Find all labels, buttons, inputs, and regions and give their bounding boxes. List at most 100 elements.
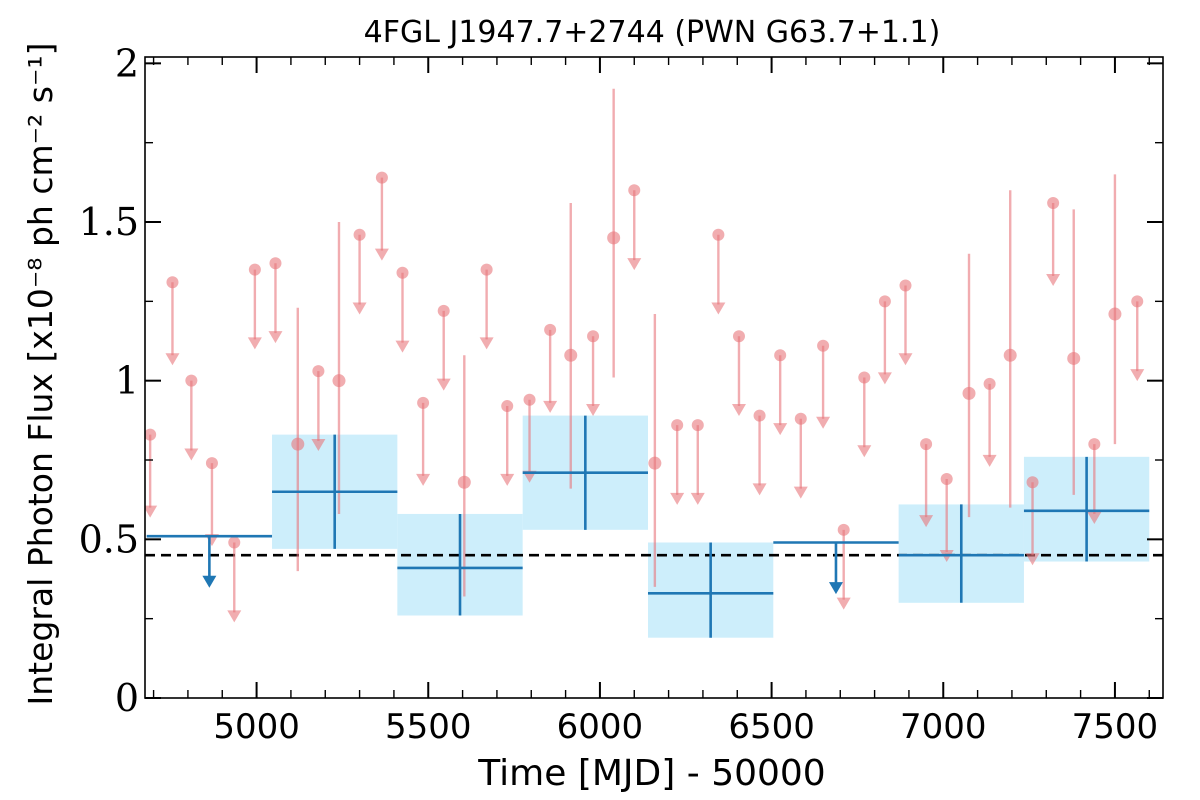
short-ul-point xyxy=(375,171,388,184)
short-det-point xyxy=(332,374,346,388)
y-tick-label: 2 xyxy=(115,41,139,85)
short-ul-point xyxy=(312,365,325,378)
short-ul-arrowhead xyxy=(816,416,831,429)
short-ul-point xyxy=(920,438,933,451)
short-ul-arrowhead xyxy=(1130,369,1145,382)
x-tick-label: 6000 xyxy=(557,707,644,747)
short-ul-point xyxy=(587,330,600,343)
short-ul-arrowhead xyxy=(711,302,726,315)
short-ul-arrowhead xyxy=(268,331,283,344)
short-ul-arrowhead xyxy=(1025,553,1040,566)
short-ul-arrowhead xyxy=(247,337,262,350)
short-ul-point xyxy=(878,295,891,308)
short-ul-arrowhead xyxy=(731,404,746,417)
short-ul-point xyxy=(628,184,641,197)
long-ul-arrowhead xyxy=(202,575,217,588)
short-det-point xyxy=(607,231,621,245)
chart-title: 4FGL J1947.7+2744 (PWN G63.7+1.1) xyxy=(364,15,941,50)
short-ul-arrowhead xyxy=(184,448,199,461)
short-ul-point xyxy=(817,339,830,352)
short-ul-arrowhead xyxy=(543,400,558,413)
short-ul-point xyxy=(544,323,557,336)
short-det-point xyxy=(291,437,305,451)
y-tick-label: 0.5 xyxy=(79,517,139,561)
short-ul-point xyxy=(185,374,198,387)
short-ul-point xyxy=(145,428,157,441)
short-ul-point xyxy=(712,228,725,241)
short-det-point xyxy=(1003,348,1017,362)
short-ul-point xyxy=(858,371,871,384)
short-ul-point xyxy=(523,393,536,406)
short-ul-point xyxy=(983,377,996,390)
short-ul-point xyxy=(774,349,787,362)
short-ul-point xyxy=(837,523,850,536)
short-ul-arrowhead xyxy=(374,248,389,261)
short-ul-point xyxy=(1131,295,1144,308)
short-det-point xyxy=(648,456,662,470)
short-ul-arrowhead xyxy=(919,515,934,528)
short-det-point xyxy=(564,348,578,362)
short-ul-point xyxy=(671,419,684,432)
plot-content xyxy=(145,88,1163,638)
short-ul-point xyxy=(228,536,241,549)
short-ul-point xyxy=(269,257,282,270)
short-ul-arrowhead xyxy=(898,353,913,366)
y-tick-label: 1 xyxy=(115,359,139,403)
short-ul-arrowhead xyxy=(857,445,872,458)
short-det-point xyxy=(1108,307,1122,321)
short-ul-point xyxy=(732,330,745,343)
short-ul-arrowhead xyxy=(1087,511,1102,524)
short-ul-arrowhead xyxy=(227,610,242,623)
x-axis-label: Time [MJD] - 50000 xyxy=(477,753,825,794)
short-det-point xyxy=(962,386,976,400)
short-ul-point xyxy=(437,304,450,317)
short-ul-arrowhead xyxy=(311,438,326,451)
short-ul-arrowhead xyxy=(982,454,997,467)
x-tick-label: 5000 xyxy=(213,707,300,747)
short-ul-arrowhead xyxy=(1046,273,1061,286)
short-ul-arrowhead xyxy=(416,473,431,486)
short-ul-arrowhead xyxy=(877,372,892,385)
x-tick-label: 6500 xyxy=(728,707,815,747)
short-ul-arrowhead xyxy=(352,302,367,315)
short-ul-point xyxy=(691,419,704,432)
x-tick-label: 7500 xyxy=(1072,707,1159,747)
short-ul-arrowhead xyxy=(479,337,494,350)
short-ul-arrowhead xyxy=(793,486,808,499)
short-ul-point xyxy=(940,473,953,486)
short-ul-point xyxy=(501,400,514,413)
short-ul-point xyxy=(248,263,261,276)
plot-frame xyxy=(144,56,1164,699)
short-ul-arrowhead xyxy=(836,597,851,610)
short-det-point xyxy=(1067,351,1081,365)
short-ul-arrowhead xyxy=(586,404,601,417)
short-ul-arrowhead xyxy=(145,505,158,518)
short-ul-point xyxy=(417,396,430,409)
short-ul-arrowhead xyxy=(627,258,642,271)
short-ul-point xyxy=(899,279,912,292)
short-ul-point xyxy=(794,412,807,425)
plot-layer xyxy=(145,88,1163,638)
short-ul-arrowhead xyxy=(752,483,767,496)
short-ul-arrowhead xyxy=(395,340,410,353)
short-ul-arrowhead xyxy=(165,353,180,366)
short-ul-point xyxy=(353,228,366,241)
short-ul-arrowhead xyxy=(690,492,705,505)
short-ul-point xyxy=(480,263,493,276)
short-ul-arrowhead xyxy=(670,492,685,505)
short-ul-arrowhead xyxy=(500,473,515,486)
short-ul-point xyxy=(753,409,766,422)
y-tick-label: 1.5 xyxy=(79,200,139,244)
short-ul-arrowhead xyxy=(773,423,788,436)
short-ul-point xyxy=(1047,196,1060,209)
y-tick-label: 0 xyxy=(115,676,139,720)
short-ul-point xyxy=(1026,476,1039,489)
axes-layer: 5000 5500 6000 6500 7000 7500 0 0.5 1 1.5 2 xyxy=(79,41,1164,747)
x-tick-label: 5500 xyxy=(385,707,472,747)
x-tick-label: 7000 xyxy=(900,707,987,747)
short-ul-point xyxy=(396,266,409,279)
short-ul-point xyxy=(205,457,218,470)
short-ul-arrowhead xyxy=(436,378,451,391)
y-axis-label: Integral Photon Flux [x10⁻⁸ ph cm⁻² s⁻¹] xyxy=(21,43,60,706)
